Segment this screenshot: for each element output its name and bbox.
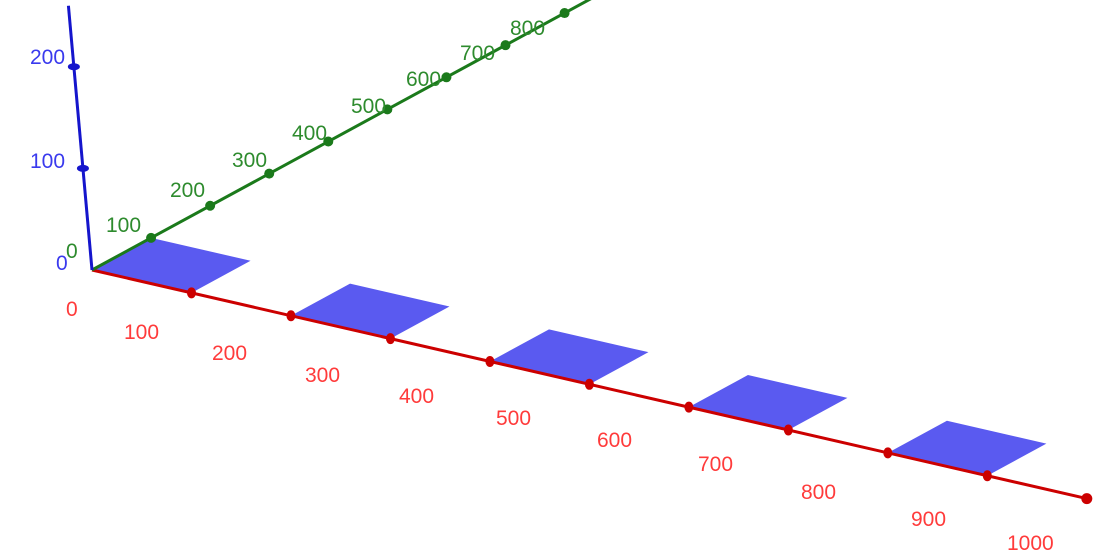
tiles-layer bbox=[92, 237, 1047, 476]
y-tick-label-100: 100 bbox=[106, 214, 141, 237]
y-tick-800 bbox=[559, 8, 570, 19]
y-tick-400 bbox=[323, 136, 334, 147]
x-tick-label-600: 600 bbox=[597, 429, 632, 452]
x-tick-label-200: 200 bbox=[212, 342, 247, 365]
y-tick-label-0: 0 bbox=[66, 240, 78, 263]
tile-3[interactable] bbox=[489, 329, 649, 385]
z-tick-label-0: 0 bbox=[56, 252, 68, 275]
tile-1[interactable] bbox=[92, 237, 251, 293]
x-tick-700 bbox=[783, 424, 793, 436]
z-tick-label-200: 200 bbox=[30, 46, 65, 69]
x-tick-100 bbox=[186, 287, 196, 299]
tick-marks-layer bbox=[67, 8, 1093, 505]
x-tick-label-400: 400 bbox=[399, 385, 434, 408]
y-tick-label-600: 600 bbox=[406, 68, 441, 91]
tile-4[interactable] bbox=[688, 375, 848, 431]
tick-labels-layer: 0 100 200 300 400 500 600 700 800 900 10… bbox=[30, 17, 1054, 555]
x-tick-label-1000: 1000 bbox=[1007, 532, 1054, 555]
z-tick-label-100: 100 bbox=[30, 150, 65, 173]
y-tick-600 bbox=[441, 72, 452, 83]
x-tick-300 bbox=[385, 333, 395, 345]
tile-2[interactable] bbox=[290, 283, 450, 339]
z-tick-100 bbox=[76, 164, 89, 172]
y-tick-label-200: 200 bbox=[170, 179, 205, 202]
z-axis-line bbox=[66, 5, 94, 271]
x-tick-label-300: 300 bbox=[305, 364, 340, 387]
x-tick-label-500: 500 bbox=[496, 407, 531, 430]
y-tick-700 bbox=[500, 40, 511, 51]
x-tick-800 bbox=[883, 447, 893, 459]
tile-5[interactable] bbox=[887, 420, 1047, 476]
x-tick-label-900: 900 bbox=[911, 508, 946, 531]
x-tick-400 bbox=[485, 355, 495, 367]
x-tick-900 bbox=[982, 470, 992, 482]
x-tick-label-800: 800 bbox=[801, 481, 836, 504]
x-axis-end-point bbox=[1081, 493, 1093, 505]
x-tick-600 bbox=[684, 401, 694, 413]
y-tick-label-700: 700 bbox=[460, 42, 495, 65]
y-tick-200 bbox=[205, 200, 216, 211]
y-tick-300 bbox=[264, 168, 275, 179]
y-tick-label-500: 500 bbox=[351, 95, 386, 118]
x-tick-label-700: 700 bbox=[698, 453, 733, 476]
x-tick-200 bbox=[286, 310, 296, 322]
y-tick-label-300: 300 bbox=[232, 149, 267, 172]
y-tick-100 bbox=[146, 232, 157, 243]
x-tick-label-100: 100 bbox=[124, 321, 159, 344]
y-axis-line bbox=[91, 0, 592, 272]
y-tick-500 bbox=[382, 104, 393, 115]
y-tick-label-800: 800 bbox=[510, 17, 545, 40]
z-tick-200 bbox=[67, 63, 80, 71]
y-tick-label-400: 400 bbox=[292, 122, 327, 145]
x-tick-500 bbox=[584, 378, 594, 390]
axes-layer bbox=[66, 0, 1088, 501]
x-tick-label-0: 0 bbox=[66, 298, 78, 321]
